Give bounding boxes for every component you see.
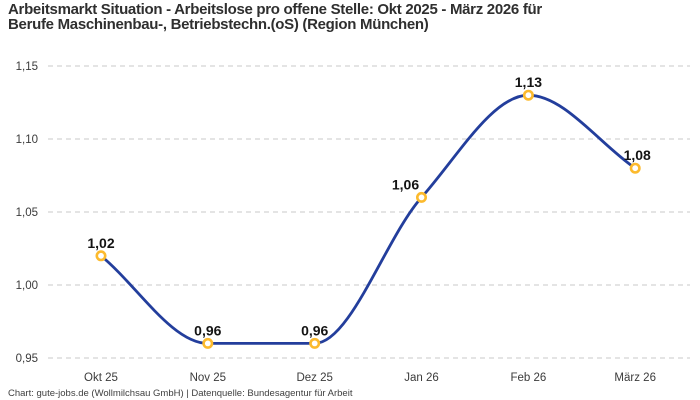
y-axis-tick-label: 0,95 <box>16 353 38 365</box>
chart-title-line1: Arbeitsmarkt Situation - Arbeitslose pro… <box>8 1 542 18</box>
chart-credit: Chart: gute-jobs.de (Wollmilchsau GmbH) … <box>8 388 353 399</box>
data-point-marker[interactable] <box>95 250 107 262</box>
y-axis-tick-label: 1,10 <box>16 134 38 146</box>
data-point-marker[interactable] <box>522 89 534 101</box>
y-axis-tick-label: 1,00 <box>16 280 38 292</box>
data-point-label: 1,13 <box>515 74 542 90</box>
x-axis-tick-label: Feb 26 <box>510 372 546 384</box>
x-axis-tick-label: Nov 25 <box>190 372 226 384</box>
data-point-label: 0,96 <box>194 322 221 338</box>
data-point-marker[interactable] <box>202 337 214 349</box>
series-line <box>99 93 637 345</box>
data-point-label: 1,08 <box>624 147 651 163</box>
data-point-label: 1,02 <box>87 235 114 251</box>
y-axis-tick-label: 1,05 <box>16 207 38 219</box>
chart-title-line2: Berufe Maschinenbau-, Betriebstechn.(oS)… <box>8 15 429 33</box>
y-axis-tick-label: 1,15 <box>16 61 38 73</box>
data-point-label: 1,06 <box>392 176 419 192</box>
x-axis-tick-label: Jan 26 <box>404 372 439 384</box>
x-axis-tick-label: Dez 25 <box>296 372 332 384</box>
data-point-marker[interactable] <box>309 337 321 349</box>
x-axis-tick-label: Okt 25 <box>84 372 118 384</box>
data-point-marker[interactable] <box>629 162 641 174</box>
data-point-marker[interactable] <box>415 191 427 203</box>
x-axis-tick-label: März 26 <box>614 372 656 384</box>
data-point-label: 0,96 <box>301 322 328 338</box>
chart-title: Arbeitsmarkt Situation - Arbeitslose pro… <box>8 1 542 33</box>
